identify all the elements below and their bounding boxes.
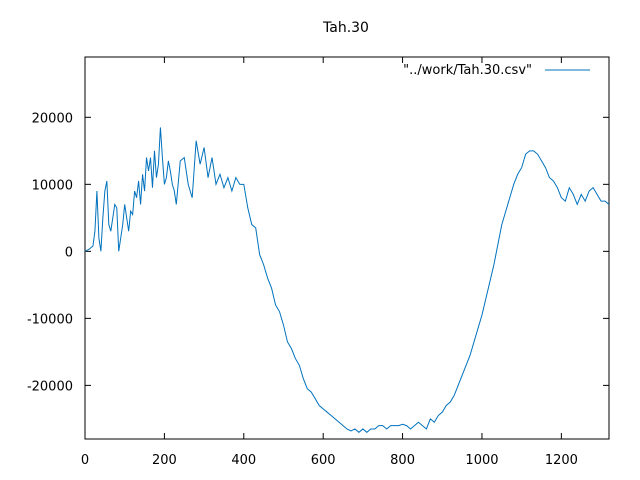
x-tick-label: 0 xyxy=(81,453,89,468)
series-line xyxy=(84,127,610,433)
chart-title: Tah.30 xyxy=(322,20,369,36)
x-tick-label: 400 xyxy=(231,453,256,468)
x-tick-label: 800 xyxy=(390,453,415,468)
y-tick-label: 10000 xyxy=(32,178,73,193)
y-tick-label: 0 xyxy=(65,245,73,260)
y-tick-label: 20000 xyxy=(32,111,73,126)
x-tick-label: 200 xyxy=(152,453,177,468)
legend-label: "../work/Tah.30.csv" xyxy=(403,63,532,78)
y-axis: -20000 -10000 0 10000 20000 xyxy=(27,111,609,394)
x-tick-label: 1200 xyxy=(545,453,578,468)
y-tick-label: -10000 xyxy=(27,312,73,327)
x-tick-label: 1000 xyxy=(465,453,498,468)
plot-area-frame xyxy=(84,56,610,440)
y-tick-label: -20000 xyxy=(27,379,73,394)
x-axis: 0 200 400 600 800 1000 1200 xyxy=(81,57,578,468)
x-tick-label: 600 xyxy=(311,453,336,468)
legend: "../work/Tah.30.csv" xyxy=(403,63,590,78)
